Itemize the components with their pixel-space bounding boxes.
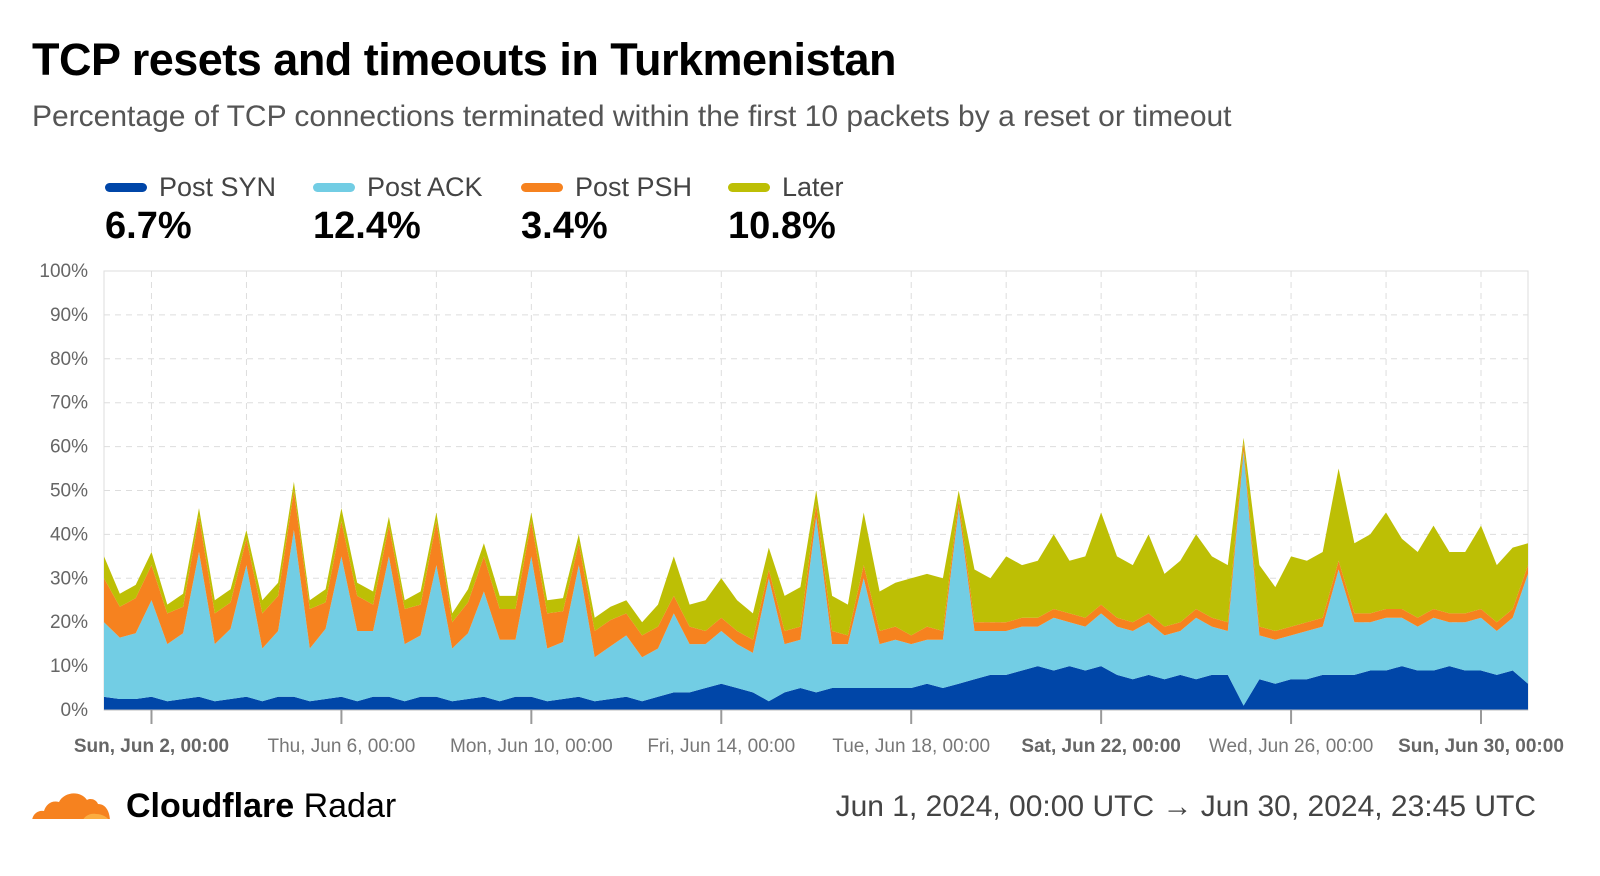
y-tick-label: 0% — [61, 700, 89, 721]
y-tick-label: 20% — [50, 612, 88, 633]
chart-title: TCP resets and timeouts in Turkmenistan — [32, 34, 897, 85]
y-tick-label: 40% — [50, 524, 88, 545]
legend-label: Post SYN — [159, 172, 277, 202]
legend-swatch — [521, 183, 563, 192]
legend-value: 12.4% — [313, 205, 421, 247]
legend-later: Later 10.8% — [728, 172, 844, 248]
y-tick-label: 100% — [39, 261, 88, 282]
legend-post-psh: Post PSH 3.4% — [521, 172, 692, 248]
legend-value: 3.4% — [521, 205, 608, 247]
x-tick-label: Mon, Jun 10, 00:00 — [450, 736, 613, 757]
y-tick-label: 80% — [50, 349, 88, 370]
stacked-area-chart: 0% 10% 20% 30% 40% 50% 60% 70% 80% 90% 100% Sun, Ju… — [39, 261, 1564, 757]
x-tick-label: Sat, Jun 22, 00:00 — [1021, 736, 1180, 757]
legend-swatch — [728, 183, 770, 192]
area-post-syn — [104, 666, 1528, 710]
y-tick-label: 30% — [50, 568, 88, 589]
y-tick-label: 70% — [50, 393, 88, 414]
legend-post-syn: Post SYN 6.7% — [105, 172, 276, 248]
legend-label: Post ACK — [367, 172, 483, 202]
legend-swatch — [313, 183, 355, 192]
legend-value: 6.7% — [105, 205, 192, 247]
cloudflare-radar-logo: Cloudflare Radar — [30, 786, 396, 826]
legend-label: Post PSH — [575, 172, 693, 202]
date-range: Jun 1, 2024, 00:00 UTC → Jun 30, 2024, 2… — [835, 790, 1536, 823]
legend-swatch — [105, 183, 147, 192]
cloudflare-cloud-icon — [30, 793, 112, 822]
area-post-ack — [104, 451, 1528, 706]
legend-value: 10.8% — [728, 205, 836, 247]
chart-subtitle: Percentage of TCP connections terminated… — [32, 100, 1232, 133]
x-tick-label: Sun, Jun 30, 00:00 — [1398, 736, 1564, 757]
legend-label: Later — [782, 172, 844, 202]
x-tick-label: Wed, Jun 26, 00:00 — [1209, 736, 1373, 757]
brand-name: Cloudflare Radar — [126, 786, 397, 825]
x-tick-label: Tue, Jun 18, 00:00 — [832, 736, 990, 757]
x-tick-label: Sun, Jun 2, 00:00 — [74, 736, 229, 757]
x-tick-label: Fri, Jun 14, 00:00 — [647, 736, 795, 757]
x-tick-label: Thu, Jun 6, 00:00 — [267, 736, 415, 757]
y-tick-label: 90% — [50, 305, 88, 326]
y-tick-label: 50% — [50, 481, 88, 502]
y-tick-label: 60% — [50, 437, 88, 458]
area-later — [104, 437, 1528, 640]
legend-post-ack: Post ACK 12.4% — [313, 172, 483, 248]
area-post-psh — [104, 442, 1528, 658]
y-tick-label: 10% — [50, 656, 88, 677]
